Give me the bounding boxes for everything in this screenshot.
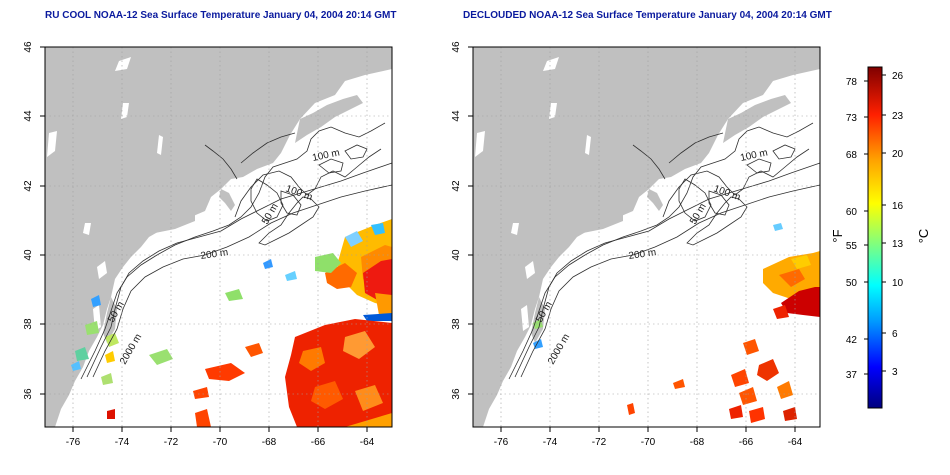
fahrenheit-tick-label: 50 xyxy=(846,278,858,289)
contour-label: 200 m xyxy=(628,247,657,262)
x-tick-label: -70 xyxy=(213,437,228,448)
x-tick-label: -74 xyxy=(115,437,130,448)
celsius-tick-label: 26 xyxy=(892,71,904,82)
x-tick-label: -68 xyxy=(262,437,277,448)
y-tick-label: 46 xyxy=(23,41,34,53)
map-title-left: RU COOL NOAA-12 Sea Surface Temperature … xyxy=(45,10,397,21)
x-tick-label: -64 xyxy=(788,437,803,448)
x-tick-label: -76 xyxy=(494,437,509,448)
contour-label: 200 m xyxy=(200,247,229,262)
y-tick-label: 40 xyxy=(23,249,34,261)
fahrenheit-tick-label: 60 xyxy=(846,207,858,218)
celsius-axis-label: °C xyxy=(916,229,931,244)
y-tick-label: 38 xyxy=(451,318,462,330)
y-axis: 36 38 40 42 44 46 xyxy=(23,41,45,400)
x-tick-label: -68 xyxy=(690,437,705,448)
map-left: 100 m 100 m 50 m 200 m 50 m 2000 m -76 -… xyxy=(23,41,393,448)
celsius-tick-label: 20 xyxy=(892,149,904,160)
y-tick-label: 40 xyxy=(451,249,462,261)
celsius-tick-label: 23 xyxy=(892,111,904,122)
celsius-ticks: 26 23 20 16 13 10 6 3 xyxy=(892,71,904,378)
x-tick-label: -66 xyxy=(311,437,326,448)
map-frame xyxy=(472,46,821,428)
x-tick-label: -74 xyxy=(543,437,558,448)
x-tick-label: -70 xyxy=(641,437,656,448)
colorbar-gradient xyxy=(867,66,883,409)
fahrenheit-tick-label: 78 xyxy=(846,77,858,88)
x-tick-label: -66 xyxy=(739,437,754,448)
y-axis: 36 38 40 42 44 46 xyxy=(451,41,473,400)
y-tick-label: 42 xyxy=(23,180,34,192)
y-tick-label: 36 xyxy=(451,388,462,400)
fahrenheit-tick-label: 42 xyxy=(846,335,858,346)
map-right: 100 m 100 m 50 m 200 m 50 m 2000 m -76 -… xyxy=(451,41,821,448)
celsius-tick-label: 3 xyxy=(892,367,898,378)
celsius-tick-label: 10 xyxy=(892,278,904,289)
fahrenheit-tick-label: 68 xyxy=(846,150,858,161)
x-tick-label: -64 xyxy=(360,437,375,448)
y-tick-label: 42 xyxy=(451,180,462,192)
graticule xyxy=(473,47,820,427)
y-tick-label: 36 xyxy=(23,388,34,400)
celsius-tick-label: 6 xyxy=(892,329,898,340)
fahrenheit-tick-label: 37 xyxy=(846,370,858,381)
fahrenheit-tick-label: 73 xyxy=(846,113,858,124)
celsius-tick-label: 16 xyxy=(892,201,904,212)
graticule xyxy=(45,47,392,427)
colorbar: 78 73 68 60 55 50 42 37 26 23 20 16 13 1… xyxy=(830,66,931,409)
y-tick-label: 46 xyxy=(451,41,462,53)
map-title-right: DECLOUDED NOAA-12 Sea Surface Temperatur… xyxy=(463,10,832,21)
x-tick-label: -76 xyxy=(66,437,81,448)
y-tick-label: 44 xyxy=(23,110,34,122)
fahrenheit-tick-label: 55 xyxy=(846,241,858,252)
x-tick-label: -72 xyxy=(164,437,179,448)
y-tick-label: 44 xyxy=(451,110,462,122)
map-frame xyxy=(44,46,393,428)
fahrenheit-axis-label: °F xyxy=(830,229,845,242)
fahrenheit-ticks: 78 73 68 60 55 50 42 37 xyxy=(846,77,858,381)
y-tick-label: 38 xyxy=(23,318,34,330)
x-axis: -76 -74 -72 -70 -68 -66 -64 xyxy=(66,427,375,448)
celsius-tick-label: 13 xyxy=(892,239,904,250)
x-tick-label: -72 xyxy=(592,437,607,448)
x-axis: -76 -74 -72 -70 -68 -66 -64 xyxy=(494,427,803,448)
